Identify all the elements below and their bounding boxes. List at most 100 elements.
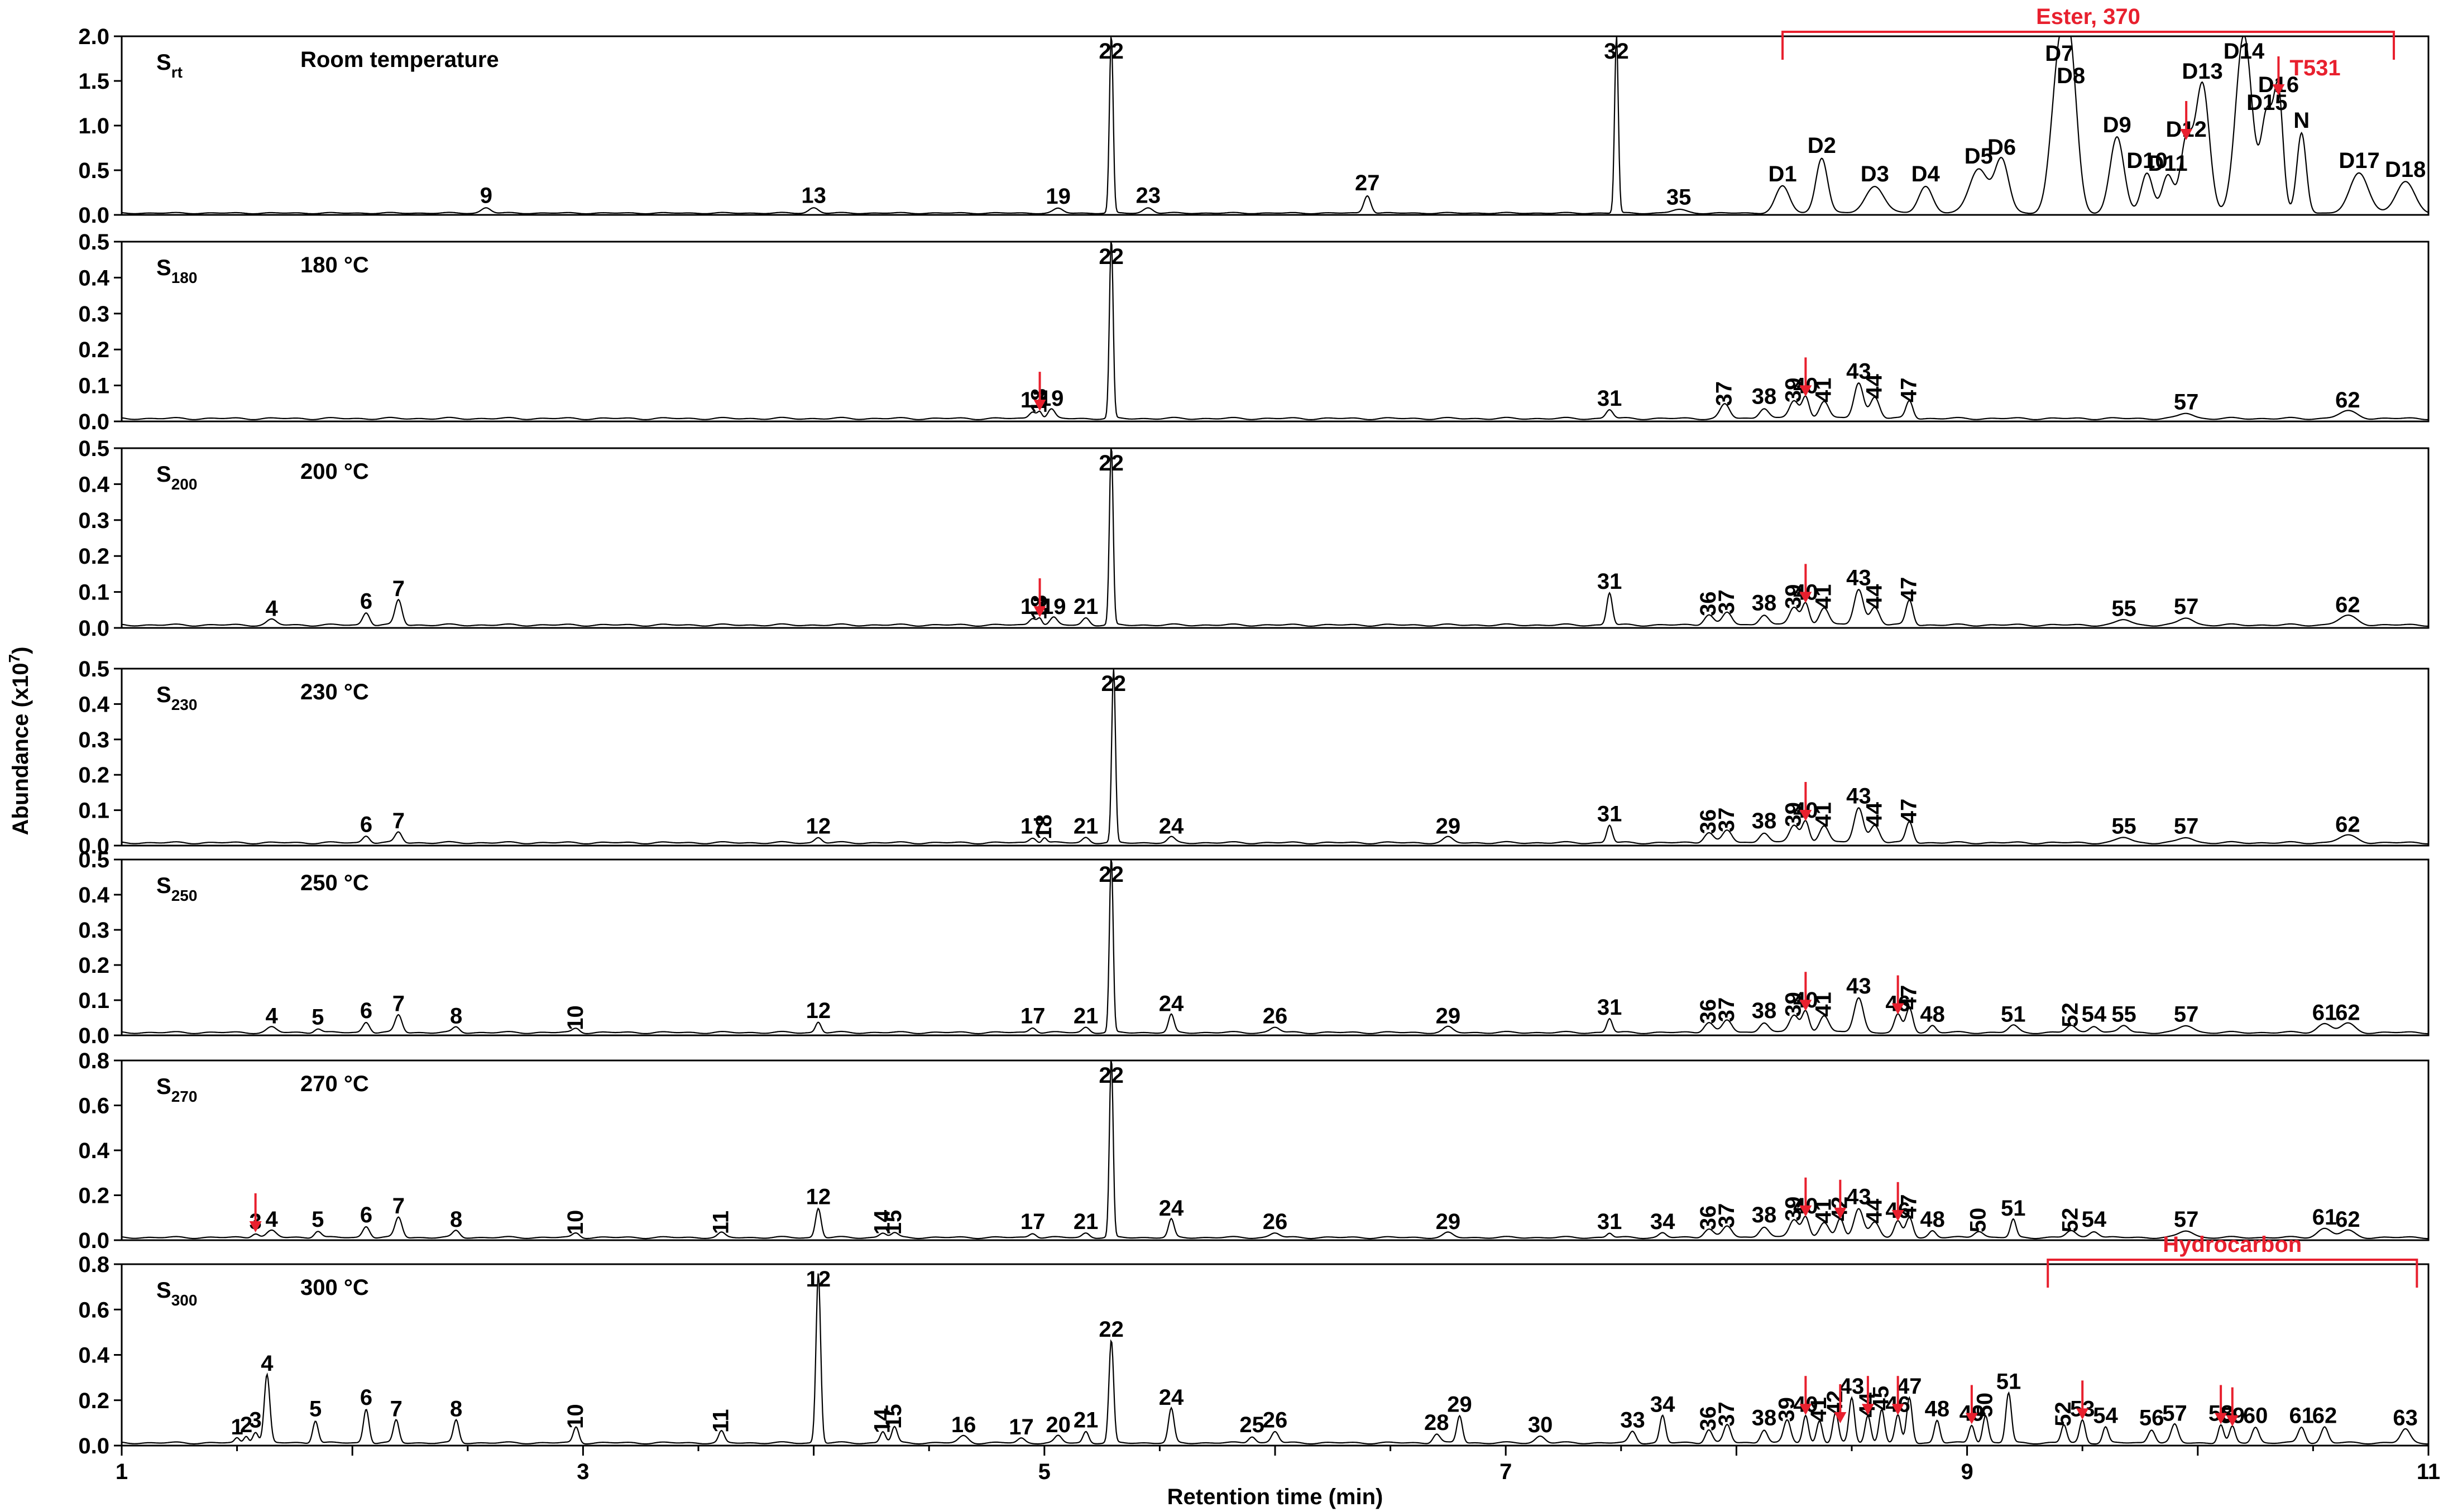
y-tick-label: 0.2 bbox=[78, 338, 109, 362]
y-tick-label: 0.4 bbox=[78, 883, 109, 908]
peak-label: 19 bbox=[1039, 386, 1064, 411]
peak-label: D1 bbox=[1768, 162, 1796, 186]
panel-frame bbox=[121, 858, 2430, 1036]
red-arrow bbox=[249, 1193, 262, 1232]
peak-label: 29 bbox=[1447, 1392, 1472, 1417]
peak-label: N bbox=[2293, 108, 2310, 133]
y-tick-label: 0.2 bbox=[78, 763, 109, 788]
peak-label: 14 bbox=[870, 1209, 895, 1235]
y-tick-label: 2.0 bbox=[78, 25, 109, 49]
peak-label: D8 bbox=[2057, 64, 2085, 88]
peak-label: 24 bbox=[1159, 1385, 1184, 1410]
sample-name: S180 bbox=[156, 256, 197, 286]
y-axis-title: Abundance (x107) bbox=[6, 647, 33, 836]
x-axis: 1 3 5 7 9 11 bbox=[116, 1446, 2440, 1484]
peak-label: 5 bbox=[309, 1396, 322, 1421]
peak-label: 62 bbox=[2335, 812, 2360, 837]
panel-200: 0.00.10.20.30.40.54671718192122313637383… bbox=[78, 436, 2430, 641]
peak-label: 16 bbox=[951, 1413, 976, 1437]
peak-label: 8 bbox=[450, 1207, 462, 1232]
panel-rt: 0.0 0.5 1.0 1.5 2.0 9 13 19 22 23 27 32 35 D1 D2 D3 D4 D5… bbox=[78, 4, 2430, 228]
peak-label: 52 bbox=[2051, 1401, 2076, 1427]
peak-label: 17 bbox=[1021, 1209, 1046, 1234]
peak-label: 10 bbox=[563, 1404, 588, 1429]
peak-label: 22 bbox=[1099, 1063, 1124, 1088]
peak-label: D17 bbox=[2339, 148, 2379, 173]
y-tick-label: 0.2 bbox=[78, 953, 109, 978]
temperature-label: 180 °C bbox=[300, 253, 369, 277]
peak-label: 38 bbox=[1752, 591, 1777, 616]
peak-label: 37 bbox=[1714, 1203, 1739, 1228]
temperature-label: 200 °C bbox=[300, 459, 369, 484]
peak-label: 4 bbox=[265, 596, 278, 621]
peak-label: 62 bbox=[2312, 1404, 2337, 1428]
red-arrow-head bbox=[1799, 809, 1812, 821]
peak-label: 41 bbox=[1807, 1397, 1831, 1422]
peak-label: 28 bbox=[1424, 1410, 1449, 1435]
peak-label: 7 bbox=[390, 1396, 403, 1421]
red-arrow bbox=[2076, 1380, 2089, 1420]
red-arrow bbox=[1834, 1179, 1847, 1219]
y-tick-label: 0.5 bbox=[78, 230, 109, 255]
sample-name-sub: 270 bbox=[171, 1088, 198, 1105]
y-tick-label: 0.5 bbox=[78, 436, 109, 461]
red-arrow bbox=[2180, 101, 2193, 140]
peak-label: 4 bbox=[265, 1207, 278, 1232]
peak-label: 22 bbox=[1099, 1317, 1124, 1342]
red-bracket: Ester, 370 bbox=[1781, 4, 2395, 60]
y-tick-label: 0.4 bbox=[78, 692, 109, 717]
peak-label: 39 bbox=[1781, 802, 1806, 827]
peak-label: D3 bbox=[1861, 162, 1889, 186]
red-arrow-head bbox=[1965, 1413, 1978, 1424]
peak-label: 21 bbox=[1074, 1408, 1099, 1433]
peak-label: 62 bbox=[2335, 388, 2360, 412]
peak-label: 14 bbox=[870, 1408, 895, 1433]
peak-label: 24 bbox=[1159, 992, 1184, 1016]
peak-label: 62 bbox=[2335, 593, 2360, 617]
peak-label: 38 bbox=[1752, 1406, 1777, 1431]
y-tick-label: 0.3 bbox=[78, 918, 109, 943]
sample-name-main: S bbox=[156, 1278, 171, 1303]
red-arrow bbox=[1799, 781, 1812, 821]
peak-label: 36 bbox=[1696, 591, 1721, 616]
red-arrow bbox=[1033, 372, 1046, 411]
peak-label: 33 bbox=[1620, 1408, 1645, 1433]
red-arrow-head bbox=[249, 1221, 262, 1232]
peak-label: D5 bbox=[1965, 144, 1993, 169]
y-tick-label: 0.1 bbox=[78, 799, 109, 823]
y-tick-label: 0.3 bbox=[78, 508, 109, 533]
peak-label: D7 bbox=[2045, 41, 2073, 66]
peak-label: 31 bbox=[1597, 1209, 1622, 1234]
peak-label: 47 bbox=[1896, 378, 1921, 403]
red-arrow-head bbox=[1799, 1404, 1812, 1415]
peak-label: 44 bbox=[1862, 801, 1886, 827]
peak-label: 47 bbox=[1896, 799, 1921, 824]
peak-label: 15 bbox=[881, 1210, 906, 1235]
chromatogram-trace bbox=[121, 668, 2429, 845]
peak-label: 26 bbox=[1263, 1004, 1288, 1029]
peak-label: 55 bbox=[2111, 1002, 2136, 1026]
temperature-label: 300 °C bbox=[300, 1275, 369, 1300]
y-tick-label: 0.4 bbox=[78, 472, 109, 497]
peak-label: 24 bbox=[1159, 814, 1184, 838]
red-arrow bbox=[1799, 1376, 1812, 1415]
peak-label: 22 bbox=[1099, 451, 1124, 476]
red-arrow bbox=[1891, 975, 1904, 1015]
peak-label: 45 bbox=[1869, 1386, 1894, 1411]
peak-label: 10 bbox=[563, 1005, 588, 1030]
y-tick-label: 0.5 bbox=[78, 657, 109, 681]
peak-label: 38 bbox=[1752, 1203, 1777, 1227]
peak-label: D18 bbox=[2385, 157, 2426, 182]
peak-label: 17 bbox=[1009, 1415, 1034, 1439]
peak-label: 11 bbox=[708, 1211, 733, 1234]
chromatogram-trace bbox=[121, 859, 2429, 1035]
peak-label: 50 bbox=[1966, 1208, 1990, 1233]
peak-label: 44 bbox=[1862, 584, 1886, 609]
peak-label: 54 bbox=[2093, 1404, 2118, 1428]
peak-label: 6 bbox=[360, 812, 372, 837]
peak-label: 22 bbox=[1101, 671, 1127, 696]
red-bracket-line bbox=[2047, 1259, 2418, 1288]
sample-name-sub: 230 bbox=[171, 696, 198, 713]
x-tick-label: 1 bbox=[116, 1460, 128, 1484]
